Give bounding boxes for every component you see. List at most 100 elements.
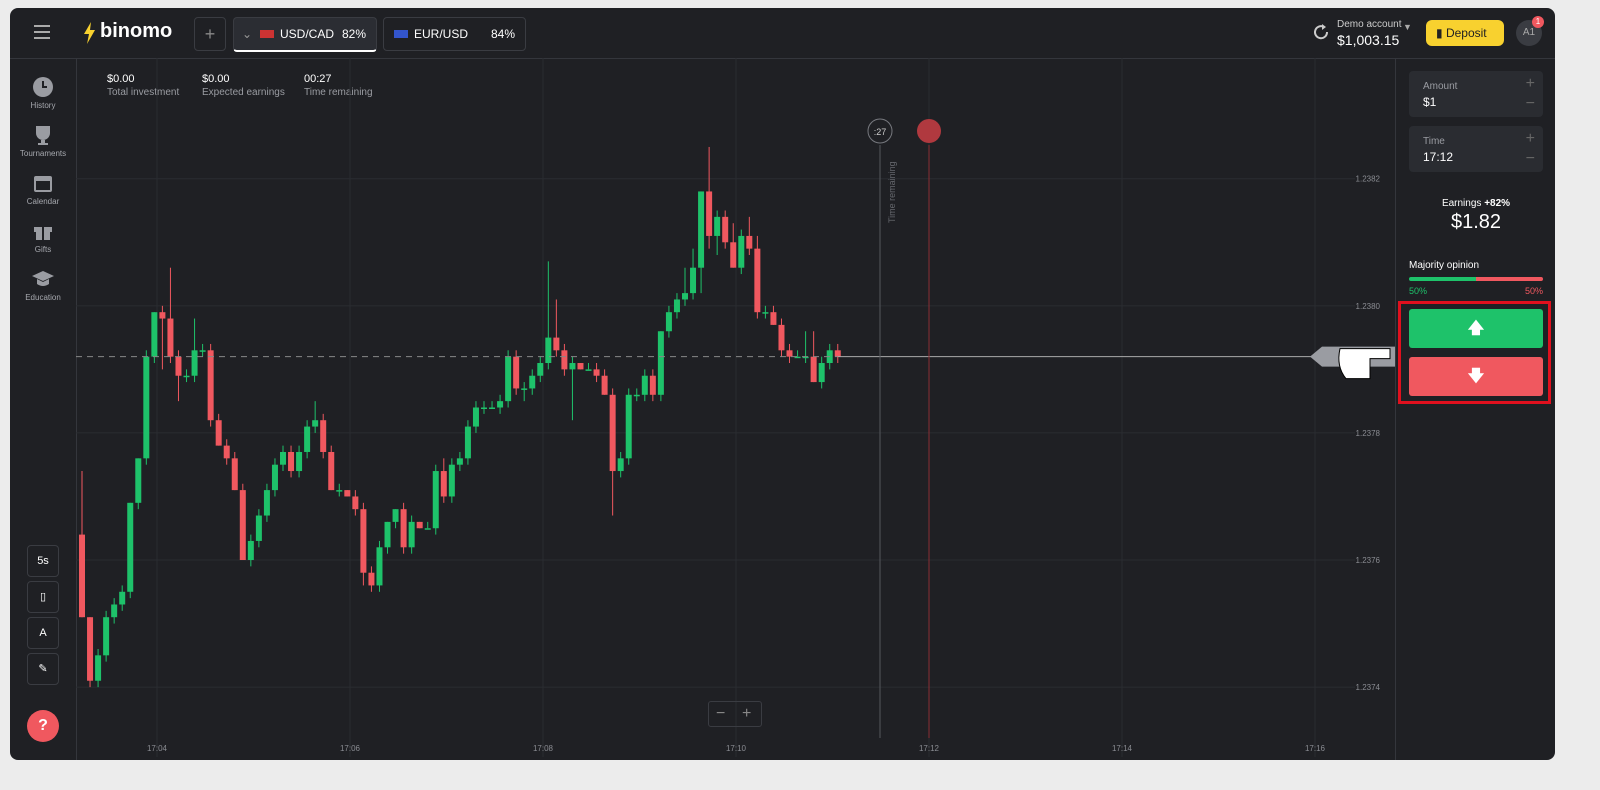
candle-body bbox=[730, 242, 737, 268]
x-tick-label: 17:14 bbox=[1112, 744, 1133, 753]
candle-body bbox=[400, 509, 407, 548]
candle-body bbox=[368, 572, 375, 586]
candle-body bbox=[207, 350, 214, 421]
candle-body bbox=[151, 312, 158, 357]
nav-item[interactable]: Gifts bbox=[10, 219, 76, 254]
zoom-out[interactable]: − bbox=[716, 705, 726, 722]
candle-body bbox=[585, 369, 592, 371]
majority-up: 50% bbox=[1409, 286, 1428, 296]
trade-panel: Amount $1 + − Time 17:12 + − Earnings +82% $1.… bbox=[1395, 59, 1555, 760]
candle-body bbox=[312, 420, 319, 427]
highlight-box bbox=[1398, 301, 1551, 404]
expiry-badge bbox=[917, 119, 941, 143]
candle-body bbox=[786, 350, 793, 357]
candle-body bbox=[127, 502, 134, 592]
down-button[interactable]: 🡇 bbox=[1409, 357, 1543, 396]
candle-body bbox=[521, 388, 528, 390]
logo-icon bbox=[84, 22, 95, 44]
stat-value: 00:27 bbox=[304, 73, 332, 85]
candle-body bbox=[183, 375, 190, 378]
nav-item[interactable]: History bbox=[10, 75, 76, 110]
tab[interactable]: ⌄ USD/CAD 82% bbox=[233, 17, 377, 52]
candle-body bbox=[513, 356, 520, 389]
up-button[interactable]: 🡅 bbox=[1409, 309, 1543, 348]
candle-body bbox=[545, 337, 552, 364]
timer-badge bbox=[867, 118, 893, 144]
candle-body bbox=[288, 451, 295, 472]
candle-body bbox=[464, 426, 471, 459]
candle-body bbox=[778, 324, 785, 351]
timer: :27 bbox=[874, 127, 887, 137]
candle-body bbox=[167, 318, 174, 357]
candle-body bbox=[352, 496, 359, 510]
stat-label: Time remaining bbox=[304, 87, 373, 98]
zoom-in[interactable]: + bbox=[742, 705, 752, 722]
time-input[interactable]: Time 17:12 + − bbox=[1409, 126, 1543, 172]
add-tab[interactable]: + bbox=[194, 17, 226, 51]
candle-body bbox=[649, 375, 656, 395]
tab[interactable]: EUR/USD 84% bbox=[383, 17, 526, 51]
candle-body bbox=[617, 458, 624, 472]
help-button[interactable]: ? bbox=[27, 710, 59, 742]
time-value: 17:12 bbox=[1423, 150, 1454, 164]
candle-body bbox=[577, 363, 584, 370]
account-dropdown[interactable]: ▼ bbox=[1403, 22, 1412, 32]
draw-button[interactable]: ✎ bbox=[27, 653, 59, 685]
timeframe-button[interactable]: 5s bbox=[27, 545, 59, 577]
y-tick-label: 1.2376 bbox=[1356, 556, 1381, 565]
deposit-label: Deposit bbox=[1445, 26, 1487, 40]
candle-body bbox=[304, 426, 311, 452]
amount-input[interactable]: Amount $1 + − bbox=[1409, 71, 1543, 117]
candle-body bbox=[95, 655, 102, 681]
nav-item[interactable]: Education bbox=[10, 267, 76, 302]
x-tick-label: 17:04 bbox=[147, 744, 168, 753]
candle-body bbox=[770, 312, 777, 325]
candle-body bbox=[601, 375, 608, 395]
candle-body bbox=[328, 451, 335, 491]
candle-body bbox=[440, 471, 447, 497]
amount-label: Amount bbox=[1423, 81, 1458, 92]
candle-body bbox=[416, 521, 423, 529]
candle-body bbox=[657, 331, 664, 395]
balance: $1,003.15 bbox=[1337, 32, 1400, 48]
candle-body bbox=[537, 363, 544, 376]
nav-item[interactable]: Calendar bbox=[10, 171, 76, 206]
candle-body bbox=[794, 356, 801, 359]
header: binomo + ⌄ USD/CAD 82% EUR/USD 84% Demo ac… bbox=[10, 8, 1555, 59]
timer-label: Time remaining bbox=[887, 161, 897, 223]
candle-body bbox=[191, 350, 198, 376]
y-tick-label: 1.2374 bbox=[1356, 683, 1381, 692]
candle-body bbox=[448, 464, 455, 497]
tab-percent: 84% bbox=[490, 27, 515, 41]
chart-type-button[interactable]: ▯ bbox=[27, 581, 59, 613]
deposit-button[interactable]: ▮ Deposit bbox=[1426, 20, 1504, 46]
candle-body bbox=[263, 490, 270, 516]
stat-value: $0.00 bbox=[202, 73, 230, 85]
candle-body bbox=[424, 528, 431, 530]
menu-button[interactable] bbox=[34, 24, 52, 40]
candle-body bbox=[79, 534, 85, 618]
candle-body bbox=[336, 490, 343, 492]
candle-body bbox=[247, 540, 254, 561]
majority-down-bar bbox=[1476, 277, 1543, 281]
candle-body bbox=[255, 515, 262, 541]
earnings-percent: +82% bbox=[1484, 198, 1511, 209]
nav-item[interactable]: Tournaments bbox=[10, 123, 76, 158]
nav-label: History bbox=[30, 101, 56, 110]
indicators-button[interactable]: A bbox=[27, 617, 59, 649]
candle-body bbox=[159, 312, 166, 319]
candle-body bbox=[633, 394, 640, 397]
candle-body bbox=[87, 617, 94, 681]
candle-body bbox=[280, 451, 286, 465]
y-tick-label: 1.2378 bbox=[1356, 429, 1381, 438]
candle-body bbox=[135, 458, 142, 503]
x-tick-label: 17:16 bbox=[1305, 744, 1326, 753]
candle-body bbox=[665, 312, 672, 332]
tab-name: EUR/USD bbox=[414, 27, 469, 41]
chart: 1.2382 1.2380 1.2378 1.2376 1.2374 17:04 17:06… bbox=[76, 58, 1395, 757]
candle-body bbox=[593, 369, 600, 376]
refresh-icon[interactable] bbox=[1312, 23, 1330, 41]
candle-body bbox=[360, 509, 367, 573]
candle-body bbox=[175, 356, 182, 376]
